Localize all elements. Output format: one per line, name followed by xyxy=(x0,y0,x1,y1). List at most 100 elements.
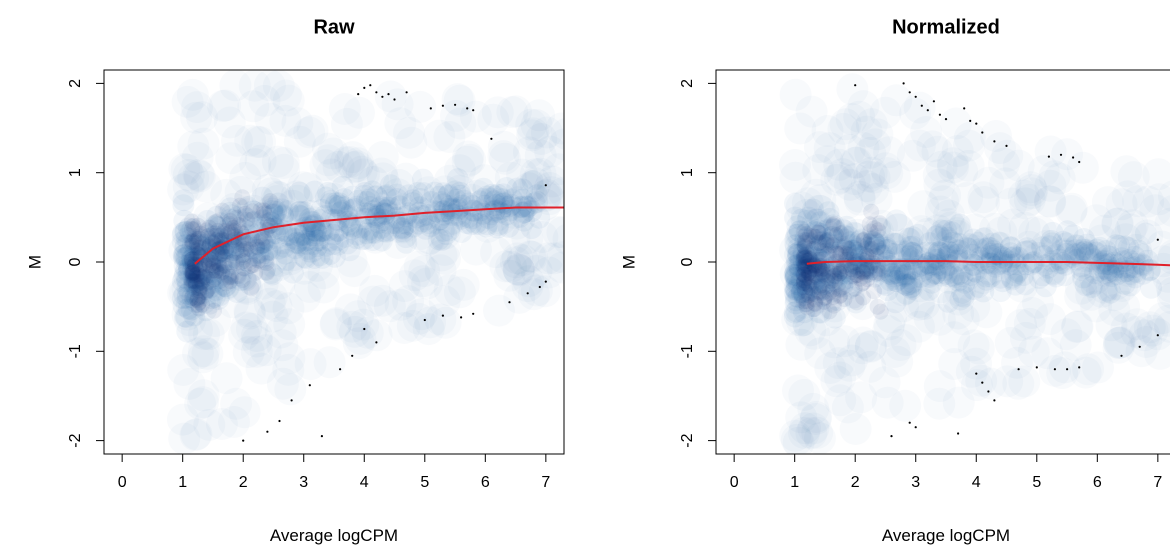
density-core xyxy=(271,205,294,228)
density-core xyxy=(831,273,854,296)
density-core xyxy=(185,284,208,307)
density-haze xyxy=(229,396,261,428)
density-core xyxy=(177,259,200,281)
density-core xyxy=(862,258,885,281)
density-core xyxy=(175,258,198,281)
outlier-point xyxy=(938,113,942,116)
density-core xyxy=(215,252,238,274)
density-core xyxy=(1044,243,1067,266)
density-core xyxy=(839,251,862,274)
density-core xyxy=(248,246,271,269)
density-core xyxy=(885,209,908,232)
density-peak xyxy=(190,289,206,306)
density-core xyxy=(460,213,482,236)
density-core xyxy=(397,184,420,207)
density-peak xyxy=(805,257,822,274)
density-core xyxy=(178,280,201,303)
outlier-point xyxy=(308,384,311,387)
density-peak xyxy=(245,257,262,273)
density-core xyxy=(328,194,351,217)
density-core xyxy=(409,188,432,210)
density-core xyxy=(296,232,319,255)
density-core xyxy=(184,290,207,313)
density-core xyxy=(357,218,380,241)
density-core xyxy=(787,286,810,309)
outlier-point xyxy=(320,435,323,438)
density-core xyxy=(845,241,868,264)
density-core xyxy=(354,227,377,250)
density-peak xyxy=(867,265,884,282)
density-peak xyxy=(826,215,843,232)
density-core xyxy=(807,247,830,270)
density-core xyxy=(177,245,200,268)
density-core xyxy=(817,201,840,224)
density-core xyxy=(1072,266,1095,289)
density-peak xyxy=(870,239,886,256)
density-core xyxy=(930,257,952,280)
density-core xyxy=(248,241,271,264)
density-core xyxy=(207,267,230,290)
density-core xyxy=(798,244,821,266)
density-peak xyxy=(831,265,848,282)
density-core xyxy=(947,269,970,292)
density-core xyxy=(868,242,891,265)
density-core xyxy=(251,232,274,255)
density-core xyxy=(1048,252,1071,275)
density-core xyxy=(176,276,199,299)
y-tick-label: 1 xyxy=(67,168,84,177)
density-core xyxy=(795,256,818,279)
density-core xyxy=(937,290,960,313)
density-core xyxy=(175,247,198,270)
density-core xyxy=(438,197,461,220)
density-peak xyxy=(183,277,200,293)
density-core xyxy=(1014,273,1036,296)
density-core xyxy=(243,237,265,260)
density-core xyxy=(889,257,912,280)
density-peak xyxy=(190,300,207,317)
density-peak xyxy=(201,219,218,236)
density-peak xyxy=(845,268,862,285)
density-core xyxy=(483,199,506,222)
x-axis-label: Average logCPM xyxy=(270,526,398,545)
density-peak xyxy=(861,216,878,233)
density-core xyxy=(243,210,266,233)
x-tick-label: 1 xyxy=(178,474,187,491)
density-haze xyxy=(429,285,461,317)
density-core xyxy=(242,200,265,223)
density-haze xyxy=(784,113,816,145)
density-peak xyxy=(864,254,881,271)
density-core xyxy=(901,247,924,270)
density-core xyxy=(869,217,892,240)
density-peak xyxy=(222,273,239,290)
density-peak xyxy=(221,215,238,232)
density-peak xyxy=(819,246,836,263)
density-core xyxy=(793,301,815,324)
density-core xyxy=(216,248,239,271)
density-peak xyxy=(811,234,828,251)
density-core xyxy=(786,242,809,265)
density-cloud xyxy=(783,113,1163,337)
density-core xyxy=(783,276,806,299)
density-peak xyxy=(235,253,252,270)
density-core xyxy=(842,240,865,263)
density-core xyxy=(1054,253,1077,276)
density-core xyxy=(423,181,446,204)
density-core xyxy=(354,207,377,230)
density-core xyxy=(262,202,285,225)
density-core xyxy=(283,227,306,250)
density-core xyxy=(804,268,827,291)
density-core xyxy=(428,208,451,231)
density-core xyxy=(367,197,390,220)
density-peak xyxy=(208,262,225,279)
density-core xyxy=(363,221,386,244)
density-peak xyxy=(866,220,883,237)
density-core xyxy=(493,195,516,218)
trend-line xyxy=(806,260,1170,267)
density-peak xyxy=(798,293,815,310)
outlier-point xyxy=(393,98,396,101)
density-core xyxy=(237,224,260,247)
outlier-point xyxy=(1156,334,1159,337)
density-core xyxy=(457,192,480,215)
density-core xyxy=(252,242,275,265)
